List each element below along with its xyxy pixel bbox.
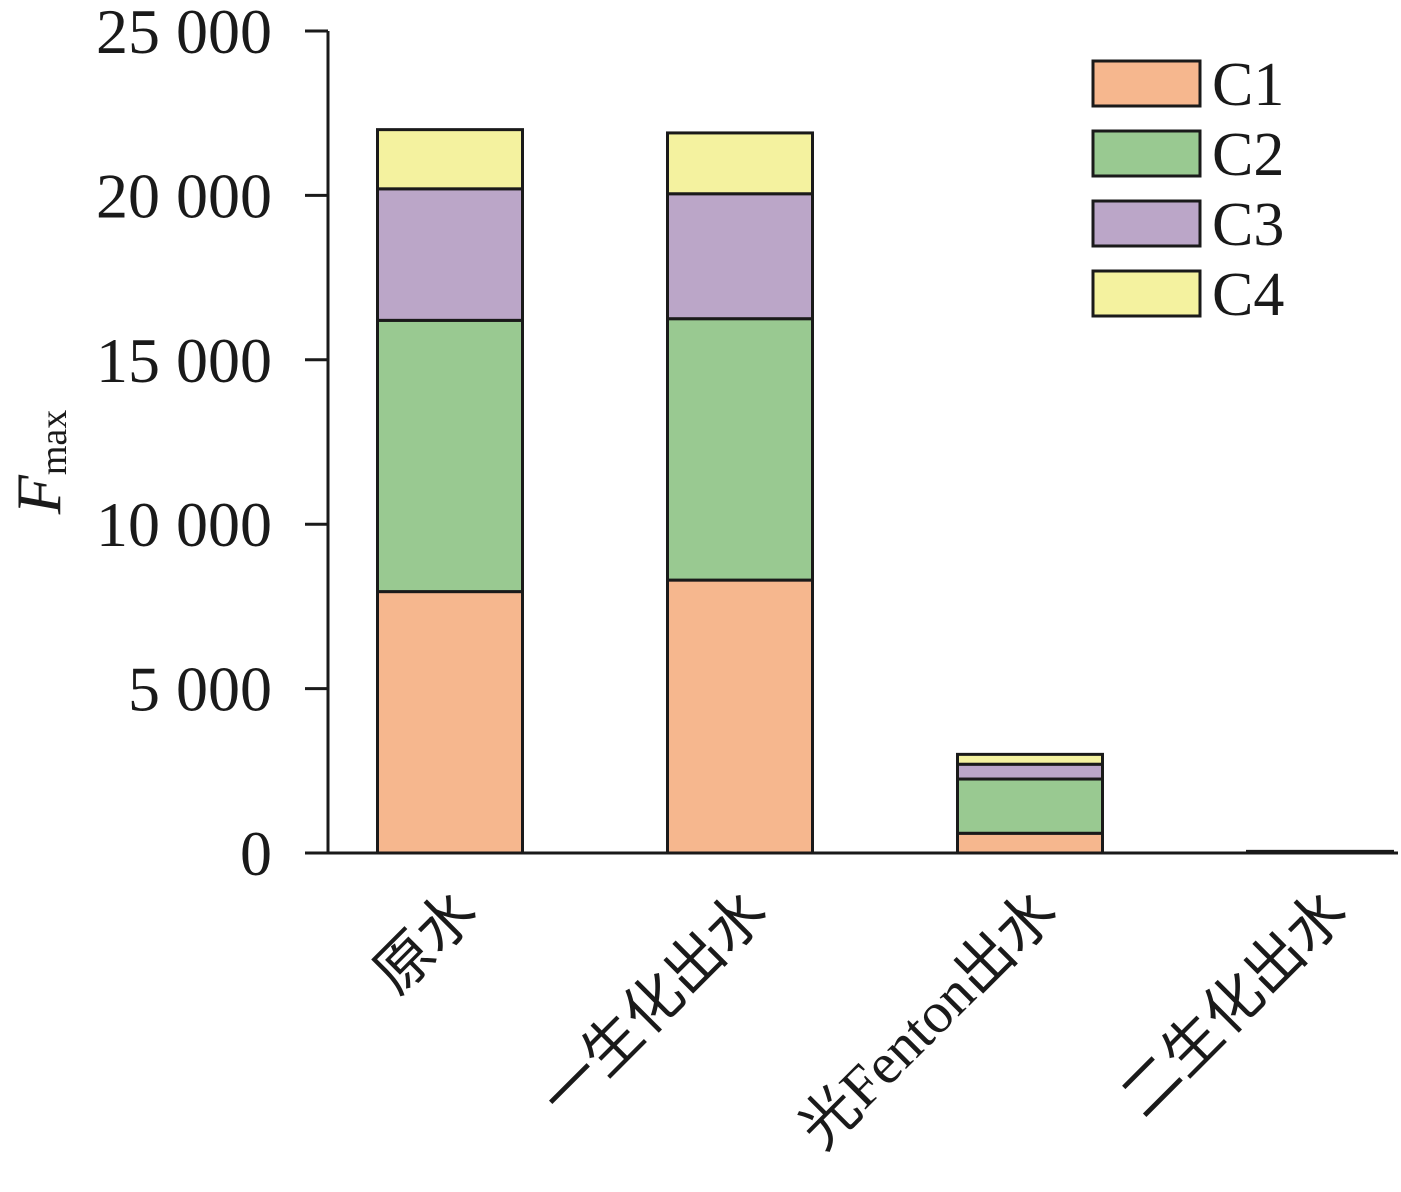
bar-segment-c4-2: [956, 752, 1104, 766]
legend-swatch-c3: [1091, 199, 1202, 248]
y-tick-label: 5 000: [128, 654, 272, 725]
legend-swatch-c1: [1091, 59, 1202, 108]
bar-segment-c2-0: [376, 318, 524, 594]
bar-segment-c2-1: [666, 317, 814, 582]
bar-segment-c4-0: [376, 128, 524, 191]
legend-label-c1: C1: [1212, 51, 1284, 119]
bar-segment-c3-1: [666, 192, 814, 321]
y-axis-ticks: 0 5 000 10 000 15 000 20 000 25 000: [96, 0, 328, 889]
y-tick-label: 20 000: [96, 160, 272, 231]
bar-segment-c2-2: [956, 777, 1104, 835]
y-axis-label-main: F: [3, 474, 74, 515]
bar-segment-c3-0: [376, 187, 524, 322]
bar-segment-c4-1: [666, 131, 814, 196]
y-axis-label-subscript: max: [33, 410, 75, 475]
legend-label-c2: C2: [1212, 121, 1284, 189]
y-axis-label: Fmax: [3, 410, 75, 516]
y-tick-label: 0: [240, 818, 272, 889]
x-axis-labels: 原水 一生化出水 光Fenton出水 二生化出水: [361, 878, 1359, 1161]
x-tick-label: 二生化出水: [1108, 878, 1359, 1129]
bar-group: [376, 128, 1394, 855]
y-tick-label: 25 000: [96, 0, 272, 67]
y-tick-label: 15 000: [96, 325, 272, 396]
x-tick-label: 一生化出水: [528, 878, 779, 1129]
axes: [326, 31, 1398, 855]
y-tick-label: 10 000: [96, 489, 272, 560]
legend-label-c3: C3: [1212, 191, 1284, 259]
legend-label-c4: C4: [1212, 261, 1284, 329]
bar-segment-c1-0: [376, 590, 524, 855]
bar-segment-c1-1: [666, 578, 814, 855]
x-tick-label: 光Fenton出水: [786, 878, 1069, 1161]
legend-swatch-c2: [1091, 129, 1202, 178]
bar-segment-c3-2: [956, 762, 1104, 781]
x-tick-label: 原水: [361, 878, 489, 1006]
legend-swatch-c4: [1091, 269, 1202, 318]
bar-segment-c1-2: [956, 831, 1104, 855]
